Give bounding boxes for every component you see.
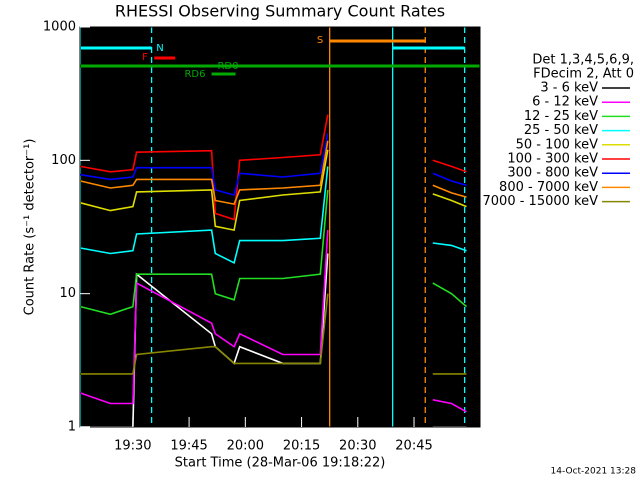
series-line bbox=[80, 189, 468, 316]
series-line bbox=[80, 114, 467, 221]
y-tick-label: 10 bbox=[59, 286, 76, 301]
legend-label: 800 - 7000 keV bbox=[499, 180, 598, 195]
flag-label: N bbox=[156, 43, 163, 54]
flag-label: RD0 bbox=[217, 61, 238, 72]
x-axis-label: Start Time (28-Mar-06 19:18:22) bbox=[175, 456, 386, 471]
x-tick-label: 19:45 bbox=[170, 439, 207, 454]
y-tick-label: 100 bbox=[51, 153, 76, 168]
legend-header: FDecim 2, Att 0 bbox=[533, 67, 634, 82]
legend-label: 6 - 12 keV bbox=[532, 95, 598, 110]
series-line bbox=[80, 166, 467, 265]
x-tick-label: 19:30 bbox=[114, 439, 151, 454]
legend-label: 100 - 300 keV bbox=[507, 152, 598, 167]
series-line bbox=[80, 230, 467, 413]
legend-label: 25 - 50 keV bbox=[524, 123, 598, 138]
y-tick-label: 1000 bbox=[43, 20, 76, 35]
flag-label: RD6 bbox=[184, 69, 205, 80]
x-tick-label: 20:30 bbox=[339, 439, 376, 454]
y-tick-label: 1 bbox=[68, 420, 76, 435]
footer-date: 14-Oct-2021 13:28 bbox=[551, 467, 637, 477]
legend-label: 300 - 800 keV bbox=[507, 166, 598, 181]
series-line bbox=[80, 149, 467, 232]
series-line bbox=[80, 140, 467, 206]
plot-area bbox=[80, 27, 480, 427]
x-tick-label: 20:00 bbox=[227, 439, 264, 454]
axes-frame bbox=[79, 26, 481, 428]
legend-label: 12 - 25 keV bbox=[524, 109, 598, 124]
series-line bbox=[80, 132, 467, 196]
flag-label: S bbox=[317, 35, 323, 46]
legend-label: 3 - 6 keV bbox=[540, 81, 598, 96]
flag-label: F bbox=[142, 52, 148, 63]
x-tick-label: 20:45 bbox=[395, 439, 432, 454]
y-axis-label: Count Rate (s⁻¹ detector⁻¹) bbox=[23, 139, 38, 316]
legend-label: 7000 - 15000 keV bbox=[483, 194, 599, 209]
series-line bbox=[80, 293, 467, 375]
legend-label: 50 - 100 keV bbox=[516, 137, 599, 152]
x-tick-label: 20:15 bbox=[283, 439, 320, 454]
chart-title: RHESSI Observing Summary Count Rates bbox=[115, 2, 445, 21]
legend-header: Det 1,3,4,5,6,9, bbox=[532, 53, 634, 68]
